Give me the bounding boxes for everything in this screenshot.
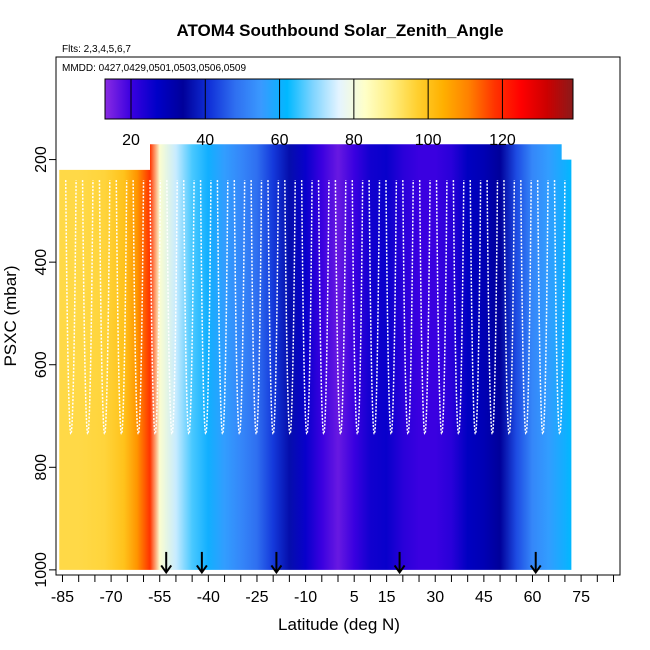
profile-trace — [64, 180, 77, 435]
profile-markers — [160, 551, 542, 575]
profile-trace — [503, 180, 516, 435]
profile-trace — [385, 180, 398, 435]
profile-trace — [149, 180, 162, 435]
y-tick-label: 400 — [33, 249, 50, 276]
flight-profiles — [64, 180, 566, 435]
colorbar-tick-label: 100 — [415, 132, 442, 149]
profile-marker-arrowhead — [529, 564, 542, 575]
dates-label: MMDD: 0427,0429,0501,0503,0506,0509 — [62, 63, 246, 74]
profile-marker-arrowhead — [393, 564, 406, 575]
profile-trace — [166, 180, 178, 435]
x-axis-label: Latitude (deg N) — [278, 615, 400, 634]
colorbar — [104, 78, 574, 120]
profile-trace — [98, 180, 111, 435]
x-tick-label: 15 — [378, 589, 396, 606]
profile-trace — [486, 180, 499, 435]
profile-trace — [520, 180, 532, 435]
profile-marker-arrowhead — [270, 564, 283, 575]
x-tick-label: -55 — [148, 589, 171, 606]
profile-marker-arrowhead — [196, 564, 208, 575]
profile-trace — [553, 180, 566, 435]
colorbar-tick-label: 20 — [122, 132, 140, 149]
sza-field-area — [59, 144, 572, 570]
profile-trace — [233, 180, 246, 435]
y-tick-label: 800 — [33, 454, 50, 481]
y-axis: 200 400 600 800 1000 — [33, 146, 56, 588]
x-tick-label: 5 — [350, 589, 359, 606]
profile-marker-arrowhead — [160, 564, 173, 575]
y-tick-label: 600 — [33, 351, 50, 378]
x-tick-label: -10 — [294, 589, 317, 606]
x-tick-label: 60 — [524, 589, 542, 606]
profile-trace — [81, 180, 94, 435]
x-tick-label: -25 — [245, 589, 268, 606]
x-axis: -85 -70 -55 -40 -25 -10 5 15 30 45 60 75 — [51, 575, 615, 606]
profile-trace — [199, 180, 212, 435]
x-tick-label: -40 — [197, 589, 220, 606]
profile-trace — [351, 180, 364, 435]
x-tick-label: 75 — [572, 589, 590, 606]
sza-field — [59, 144, 572, 570]
colorbar-ticks: 20 40 60 80 100 120 — [122, 79, 516, 149]
y-tick-label: 1000 — [33, 552, 50, 588]
profile-trace — [334, 180, 347, 435]
y-tick-label: 200 — [33, 146, 50, 173]
profile-trace — [418, 180, 431, 435]
profile-trace — [132, 180, 145, 435]
x-tick-label: 30 — [426, 589, 444, 606]
profile-trace — [402, 180, 414, 435]
profile-trace — [267, 180, 280, 435]
chart-title: ATOM4 Southbound Solar_Zenith_Angle — [176, 21, 503, 40]
colorbar-tick-label: 40 — [196, 132, 214, 149]
profile-trace — [284, 180, 296, 435]
flights-label: Flts: 2,3,4,5,6,7 — [62, 44, 131, 55]
colorbar-tick-label: 60 — [271, 132, 289, 149]
profile-trace — [368, 180, 381, 435]
profile-trace — [300, 180, 313, 435]
profile-trace — [435, 180, 448, 435]
profile-trace — [452, 180, 465, 435]
profile-trace — [250, 180, 263, 435]
profile-trace — [216, 180, 229, 435]
y-axis-label: PSXC (mbar) — [1, 265, 20, 366]
profile-trace — [469, 180, 482, 435]
x-tick-label: -85 — [51, 589, 74, 606]
profile-trace — [317, 180, 330, 435]
profile-trace — [182, 180, 195, 435]
colorbar-tick-label: 120 — [489, 132, 516, 149]
x-tick-label: 45 — [475, 589, 493, 606]
colorbar-tick-label: 80 — [345, 132, 363, 149]
x-tick-label: -70 — [100, 589, 123, 606]
profile-trace — [536, 180, 549, 435]
profile-trace — [115, 180, 128, 435]
